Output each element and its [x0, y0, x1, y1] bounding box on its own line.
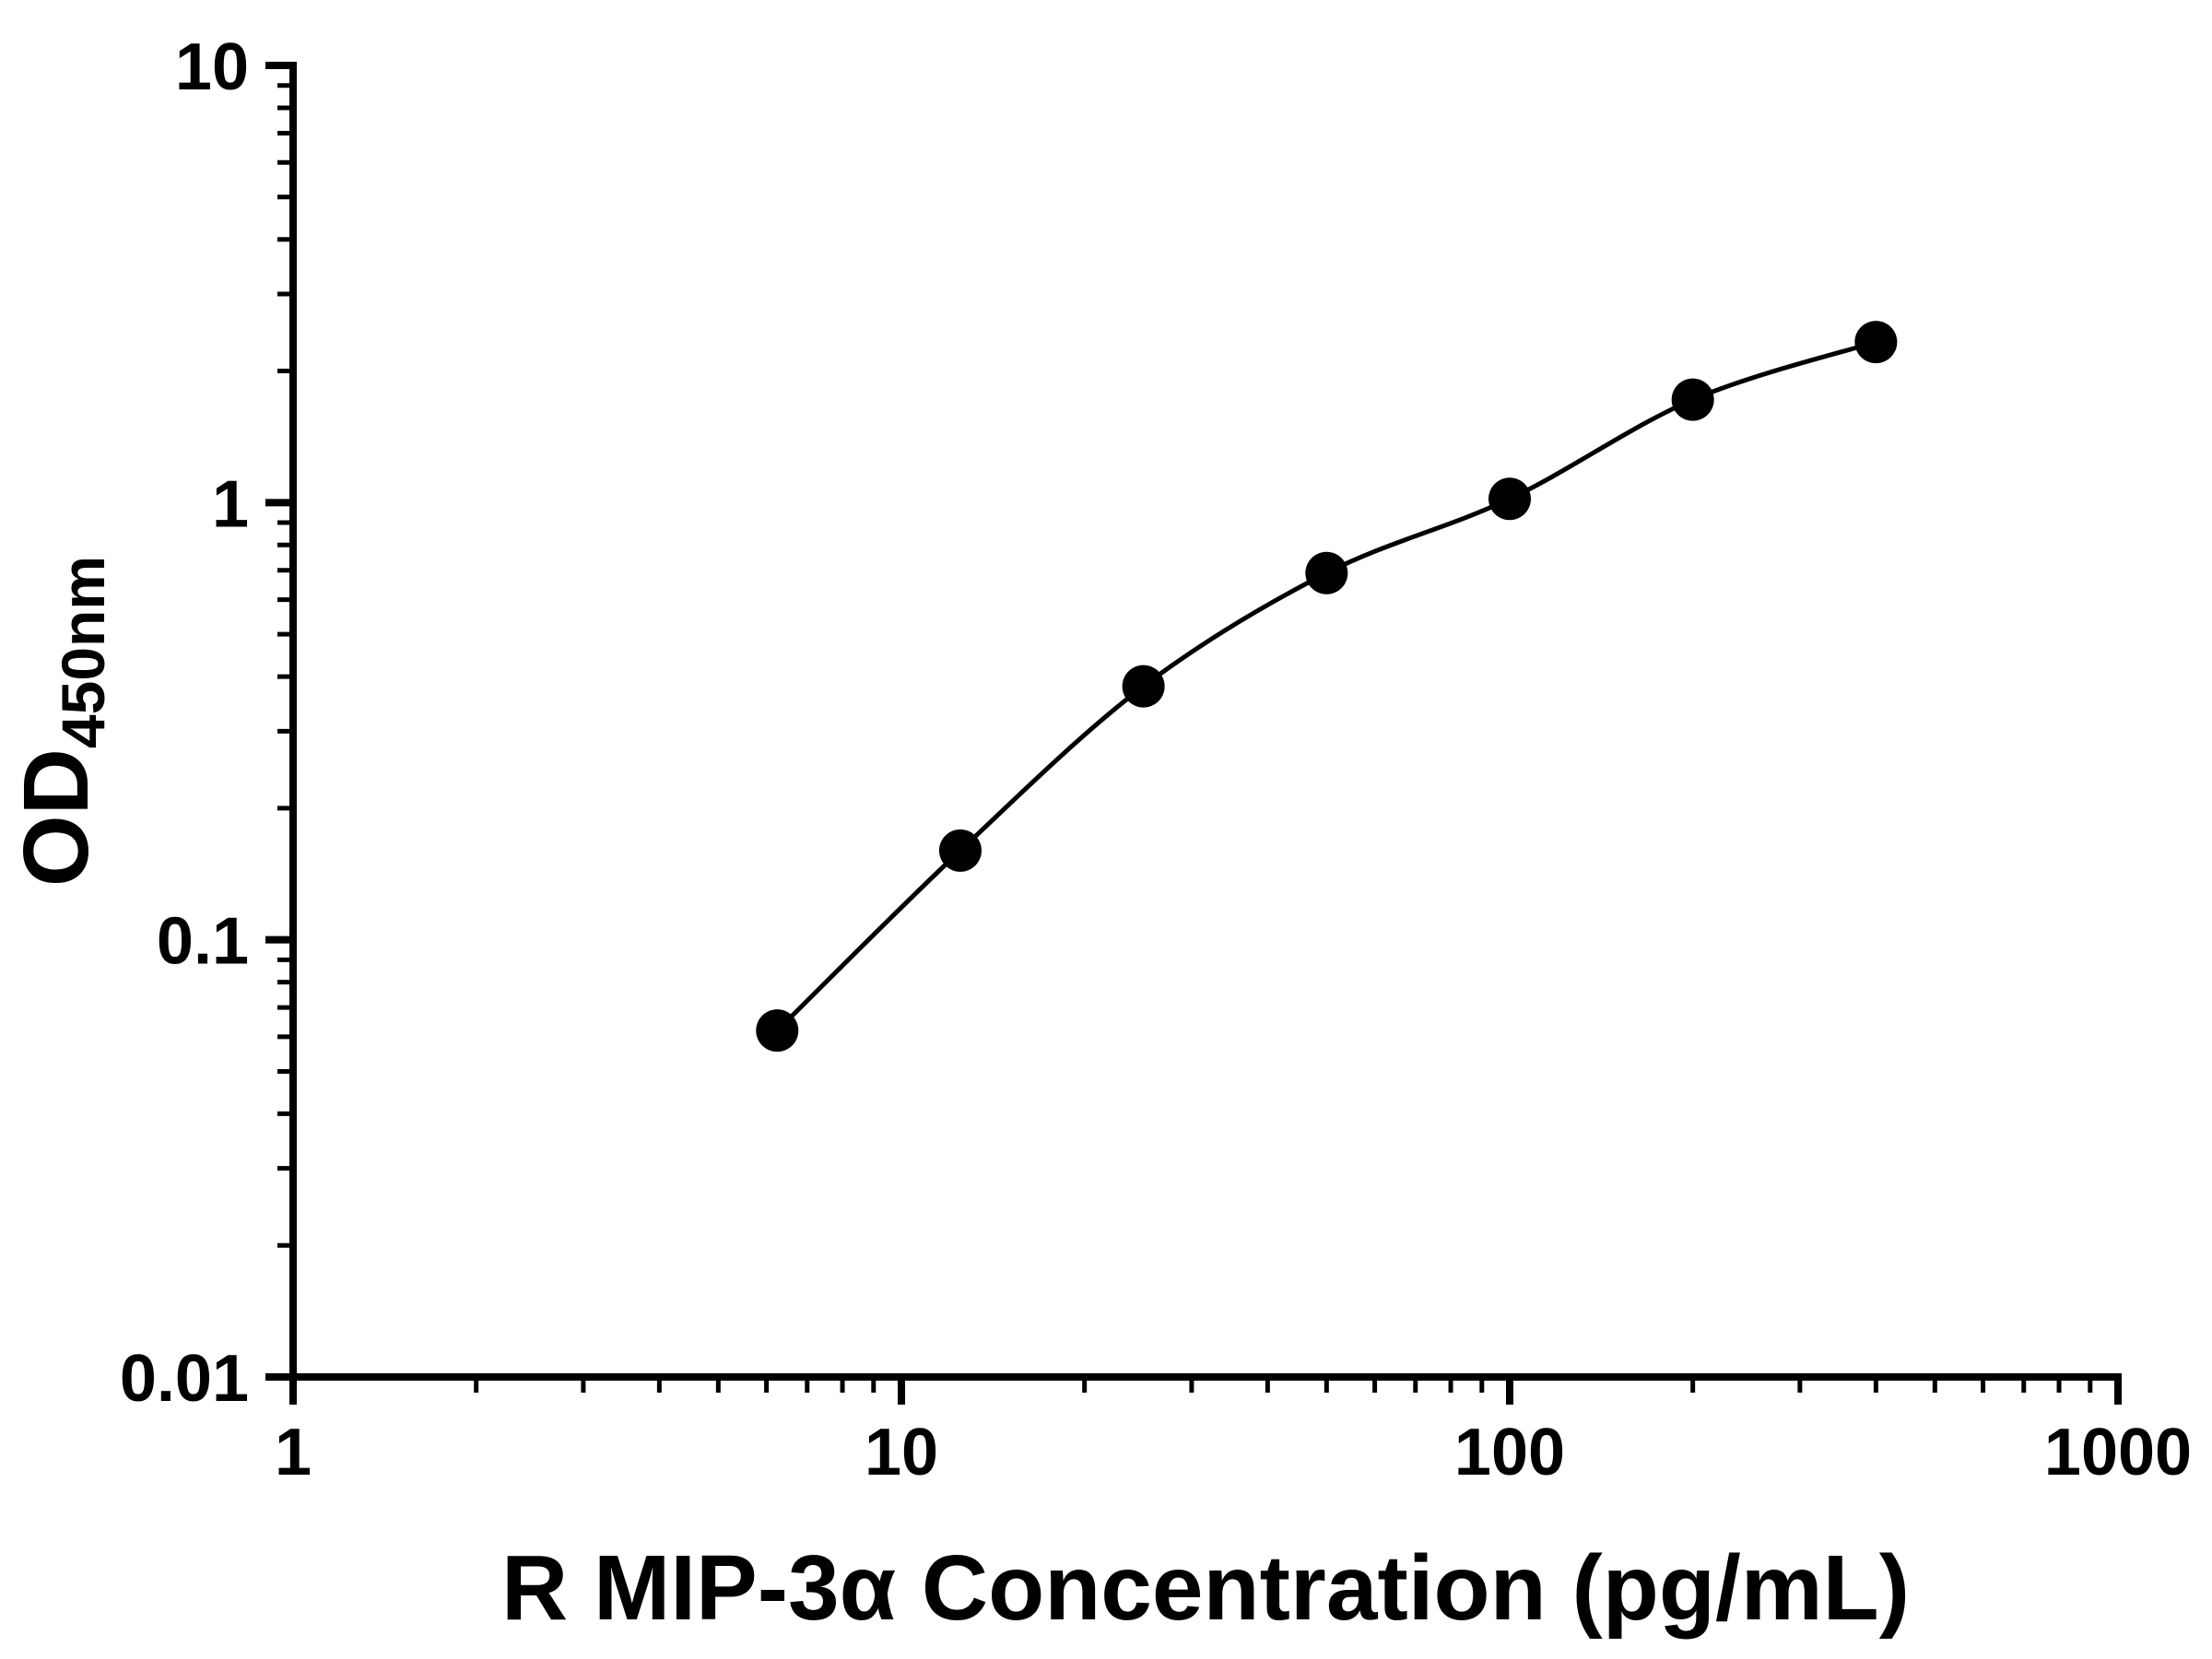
x-tick-label: 10 [865, 1416, 938, 1489]
y-axis-title-subscript: 450nm [49, 556, 117, 748]
x-axis-title: R MIP-3α Concentration (pg/mL) [501, 1536, 1910, 1640]
data-point-marker [1305, 551, 1348, 594]
y-tick-label: 0.01 [120, 1342, 249, 1416]
data-point-marker [1122, 665, 1165, 708]
data-point-marker [1854, 321, 1898, 364]
x-tick-label: 1000 [2044, 1416, 2192, 1489]
data-point-marker [1671, 378, 1714, 421]
y-axis-title-main: OD [5, 748, 108, 887]
x-tick-label: 1 [275, 1416, 312, 1489]
data-point-marker [938, 829, 982, 872]
y-axis-title: OD450nm [5, 556, 117, 887]
standard-curve-line [775, 339, 1877, 1032]
y-tick-label: 0.1 [157, 905, 249, 979]
x-tick-label: 100 [1454, 1416, 1565, 1489]
data-point-marker [1488, 477, 1531, 521]
y-tick-label: 1 [212, 467, 249, 541]
data-point-marker [756, 1009, 799, 1053]
y-tick-label: 10 [175, 30, 249, 104]
